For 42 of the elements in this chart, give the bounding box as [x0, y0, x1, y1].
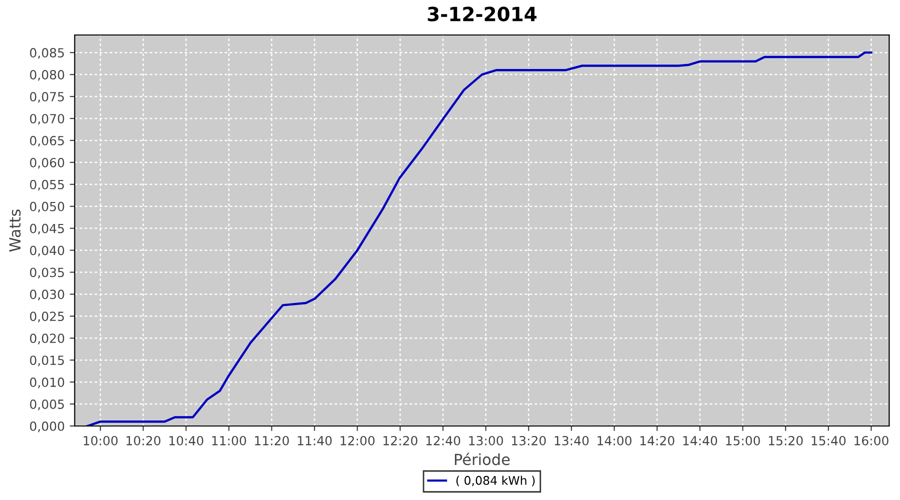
y-tick-label: 0,085 [30, 48, 64, 59]
y-tick-label: 0,060 [30, 158, 64, 169]
y-tick-label: 0,010 [30, 378, 64, 388]
x-tick-label: 13:20 [512, 436, 546, 446]
x-tick-label: 14:20 [640, 436, 674, 446]
y-tick-label: 0,025 [30, 312, 64, 322]
y-tick-label: 0,050 [30, 202, 64, 213]
legend-label: ( 0,084 kWh ) [456, 476, 535, 486]
x-tick-label: 11:40 [298, 436, 332, 446]
y-tick-label: 0,005 [30, 400, 64, 410]
line-series [86, 51, 872, 426]
y-tick-label: 0,040 [30, 246, 64, 256]
x-axis-title: Période [454, 452, 510, 466]
x-tick-label: 10:20 [126, 436, 160, 446]
x-tick-label: 14:40 [683, 436, 718, 446]
y-tick-label: 0,020 [30, 334, 64, 344]
y-axis-title: Watts [9, 210, 21, 252]
x-tick-label: 13:40 [554, 436, 589, 446]
x-tick-label: 12:20 [384, 436, 418, 446]
x-tick-label: 12:40 [426, 436, 460, 446]
y-tick-label: 0,080 [30, 70, 64, 81]
x-tick-label: 14:00 [598, 436, 632, 446]
y-tick-label: 0,070 [30, 114, 64, 125]
x-tick-label: 15:20 [768, 436, 803, 446]
chart-title: 3-12-2014 [428, 6, 536, 22]
y-tick-label: 0,045 [30, 224, 64, 235]
y-tick-label: 0,055 [30, 180, 64, 191]
y-tick-label: 0,015 [30, 356, 64, 366]
y-tick-label: 0,065 [30, 136, 64, 147]
x-tick-label: 12:00 [340, 436, 375, 446]
y-tick-label: 0,030 [30, 290, 64, 300]
y-tick-label: 0,075 [30, 92, 64, 103]
x-tick-label: 11:00 [212, 436, 246, 446]
x-tick-label: 10:40 [169, 436, 204, 446]
x-tick-label: 10:00 [84, 436, 118, 446]
x-tick-label: 13:00 [469, 436, 503, 446]
x-tick-label: 16:00 [854, 436, 888, 446]
x-tick-label: 11:20 [255, 436, 289, 446]
y-tick-label: 0,000 [30, 421, 64, 432]
x-tick-label: 15:40 [812, 436, 846, 446]
x-tick-label: 15:00 [726, 436, 760, 446]
y-tick-label: 0,035 [30, 268, 64, 278]
